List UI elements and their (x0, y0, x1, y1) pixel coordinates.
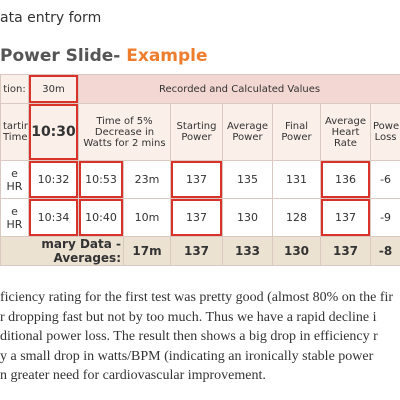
cell: Powe Loss (369, 103, 400, 161)
cell: 137 (320, 198, 371, 237)
heading-text: Power Slide- (0, 46, 121, 66)
cell: 10:32 (28, 160, 79, 199)
paragraph-line: y a small drop in watts/BPM (indicating … (0, 348, 374, 364)
cell: 17m (123, 236, 171, 266)
cell: Starting Power (170, 103, 223, 161)
paragraph: ficiency rating for the first test was p… (0, 288, 393, 386)
cell: e HR (0, 198, 29, 237)
row: e HR 10:32 10:53 23m 137 135 131 136 -6 (0, 160, 400, 199)
cell: 130 (222, 198, 273, 237)
heading-accent: Example (126, 46, 208, 66)
cell: 130 (272, 236, 321, 266)
cell: tarting Time: (0, 103, 29, 161)
paragraph-line: n greater need for cardiovascular improv… (0, 368, 266, 383)
cell: tion: (0, 74, 29, 104)
cell: Average Power (222, 103, 273, 161)
paragraph-line: ficiency rating for the first test was p… (0, 290, 394, 305)
doc-title: ata entry form (0, 10, 102, 26)
cell: 10:34 (28, 198, 79, 237)
cell: 135 (222, 160, 273, 199)
cell: 128 (272, 198, 321, 237)
cell: 10:40 (78, 198, 124, 237)
cell: 133 (222, 236, 273, 266)
cell: 30m (28, 74, 79, 104)
cell: -8 (369, 236, 400, 266)
cell: 137 (170, 236, 223, 266)
cell: Final Power (272, 103, 321, 161)
cell: 10:53 (78, 160, 124, 199)
row: mary Data - Averages: 17m 137 133 130 13… (0, 236, 400, 266)
row: tarting Time: 10:30 Time of 5% Decrease … (0, 103, 400, 161)
heading: Power Slide- Example (0, 46, 208, 66)
cell: Recorded and Calculated Values (77, 74, 400, 104)
cell: 10m (123, 198, 171, 237)
cell: 137 (320, 236, 371, 266)
data-table: tion: 30m Recorded and Calculated Values… (0, 74, 400, 266)
paragraph-line: ditional power loss. The result then sho… (0, 329, 378, 344)
cell: 137 (170, 198, 223, 237)
row: e HR 10:34 10:40 10m 137 130 128 137 -9 (0, 198, 400, 237)
cell: Time of 5% Decrease in Watts for 2 mins (78, 103, 171, 161)
cell: Average Heart Rate (320, 103, 371, 161)
cell: 23m (123, 160, 171, 199)
cell: -9 (369, 198, 400, 237)
cell: 136 (320, 160, 371, 199)
cell: 131 (272, 160, 321, 199)
cell: 137 (170, 160, 223, 199)
cell: 10:30 (28, 103, 79, 161)
cell: e HR (0, 160, 29, 199)
cell: -6 (369, 160, 400, 199)
paragraph-line: r dropping fast but not by too much. Thu… (0, 309, 377, 325)
cell: mary Data - Averages: (0, 236, 124, 266)
row: tion: 30m Recorded and Calculated Values (0, 74, 400, 104)
